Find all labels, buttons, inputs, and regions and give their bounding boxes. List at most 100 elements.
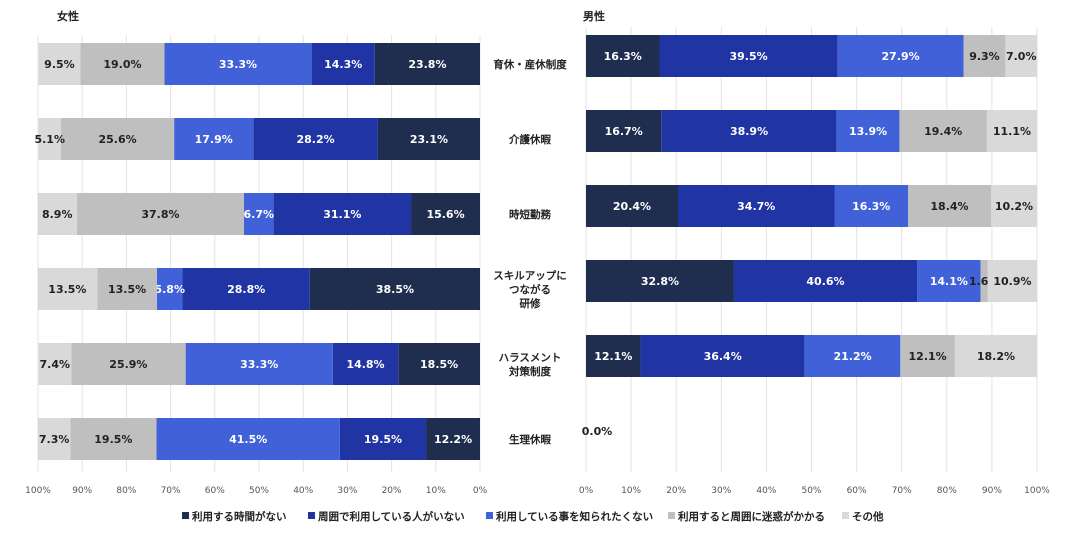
data-label: 37.8% [141,208,179,221]
data-label: 7.3% [39,433,70,446]
data-label: 5.1% [34,133,65,146]
x-tick-label: 0% [579,486,594,496]
x-tick-label: 30% [711,486,731,496]
data-label: 32.8% [641,275,679,288]
bar-segment [986,110,1037,152]
bar-segment [97,268,157,310]
data-label: 19.0% [103,58,141,71]
bar-segment [311,43,375,85]
bar-segment [640,335,805,377]
data-label: 28.8% [227,283,265,296]
data-label: 13.5% [108,283,146,296]
data-label: 8.9% [42,208,73,221]
data-label: 14.3% [324,58,362,71]
data-label: 34.7% [737,200,775,213]
x-tick-label: 80% [937,486,957,496]
bar-segment [37,193,77,235]
data-label: 15.6% [426,208,464,221]
data-label: 31.1% [323,208,361,221]
data-label: 25.6% [98,133,136,146]
data-label: 14.1% [930,275,968,288]
data-label: 38.9% [730,125,768,138]
bar-segment [185,343,333,385]
bar-segment [990,185,1037,227]
category-label: スキルアップに [493,269,567,282]
data-label: 28.2% [296,133,334,146]
bar-segment [899,110,987,152]
bar-segment [963,35,1006,77]
x-tick-label: 50% [249,486,269,496]
bar-segment [837,35,964,77]
data-label: 14.8% [346,358,384,371]
bar-segment [426,418,480,460]
bar-segment [836,110,900,152]
bar-segment [586,260,734,302]
bar-segment [273,193,412,235]
legend-swatch [182,512,189,519]
x-tick-label: 60% [205,486,225,496]
bar-segment [917,260,981,302]
x-tick-label: 20% [382,486,402,496]
x-tick-label: 70% [161,486,181,496]
x-tick-label: 40% [756,486,776,496]
bar-segment [804,335,901,377]
legend-swatch [668,512,675,519]
bar-segment [661,110,837,152]
bar-segment [164,43,312,85]
data-label: 18.4% [930,200,968,213]
legend-label: 利用すると周囲に迷惑がかかる [678,510,825,523]
x-tick-label: 90% [982,486,1002,496]
x-tick-label: 50% [801,486,821,496]
x-tick-label: 10% [426,486,446,496]
data-label: 20.4% [613,200,651,213]
bar-segment [38,118,61,160]
x-tick-label: 100% [1024,486,1050,496]
bar-segment [253,118,378,160]
bar-segment [156,418,340,460]
bar-segment [80,43,165,85]
data-label: 16.3% [852,200,890,213]
bar-segment [586,185,679,227]
x-tick-label: 70% [892,486,912,496]
data-label: 9.3% [969,50,1000,63]
legend-swatch [308,512,315,519]
x-tick-label: 20% [666,486,686,496]
data-label: 0.0% [582,425,613,438]
data-label: 12.2% [434,433,472,446]
legend-label: その他 [852,510,884,523]
bar-segment [954,335,1037,377]
bar-segment [38,43,81,85]
bar-segment [377,118,480,160]
bar-segment [678,185,835,227]
data-label: 21.2% [833,350,871,363]
data-label: 16.3% [604,50,642,63]
bar-segment [659,35,838,77]
x-tick-label: 100% [25,486,51,496]
data-label: 7.4% [40,358,71,371]
data-label: 25.9% [109,358,147,371]
bar-segment [156,268,183,310]
bar-segment [309,268,480,310]
legend-label: 利用する時間がない [192,510,287,523]
data-label: 13.9% [849,125,887,138]
data-label: 6.7% [244,208,275,221]
category-label: 時短勤務 [509,208,551,221]
category-label: 研修 [520,297,541,310]
data-label: 19.5% [94,433,132,446]
bar-segment [71,343,186,385]
data-label: 16.7% [605,125,643,138]
data-label: 23.1% [410,133,448,146]
x-tick-label: 40% [293,486,313,496]
bar-segment [374,43,480,85]
category-label: 介護休暇 [508,133,551,146]
data-label: 38.5% [376,283,414,296]
data-label: 19.4% [924,125,962,138]
data-label: 11.1% [993,125,1031,138]
data-label: 39.5% [729,50,767,63]
data-label: 41.5% [229,433,267,446]
bar-segment [586,110,662,152]
bar-segment [174,118,254,160]
bar-segment [70,418,157,460]
data-label: 18.2% [977,350,1015,363]
